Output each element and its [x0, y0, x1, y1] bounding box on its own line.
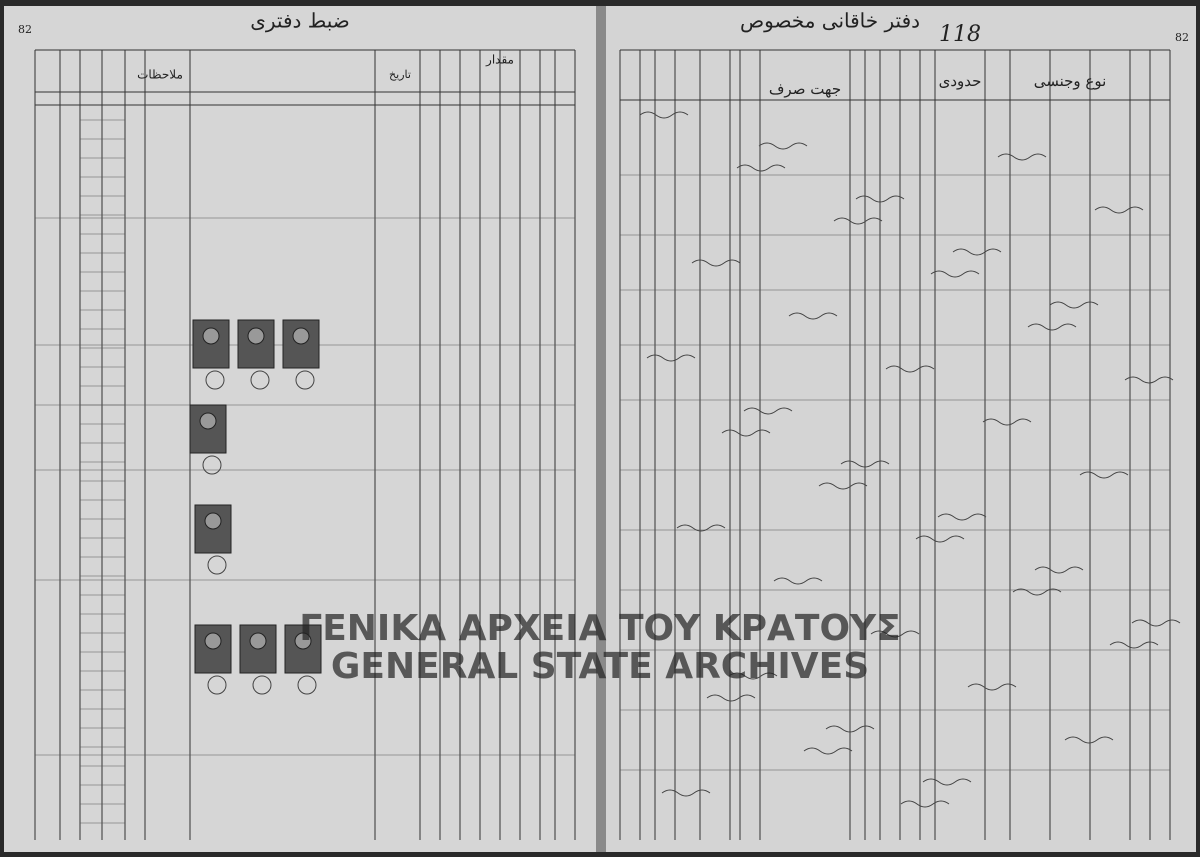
handwriting: [870, 630, 920, 638]
stamp-emblem: [294, 632, 312, 650]
handwriting: [803, 747, 853, 755]
stamp-emblem: [249, 632, 267, 650]
handwriting: [937, 513, 987, 521]
handwriting: [900, 800, 950, 808]
handwriting: [773, 577, 823, 585]
handwriting: [833, 217, 883, 225]
handwriting: [997, 153, 1047, 161]
handwriting: [706, 694, 756, 702]
stamp-emblem: [292, 327, 310, 345]
stamp-emblem: [247, 327, 265, 345]
column-header: مقدار: [485, 53, 514, 67]
handwriting: [721, 429, 771, 437]
handwriting: [952, 248, 1002, 256]
stamp-emblem: [199, 412, 217, 430]
seal: [250, 370, 270, 390]
folio-number: 118: [939, 22, 981, 47]
column-header: نوع وجنسی: [1034, 72, 1107, 90]
handwriting: [676, 524, 726, 532]
handwriting: [661, 789, 711, 797]
handwriting: [1027, 323, 1077, 331]
watermark: ΓΕΝΙΚΑ ΑΡΧΕΙΑ ΤΟΥ ΚΡΑΤΟΥΣ: [299, 608, 900, 649]
handwriting: [1012, 588, 1062, 596]
page-number: 82: [18, 23, 32, 36]
gutter: [596, 6, 606, 852]
stamp-emblem: [204, 632, 222, 650]
handwriting: [818, 482, 868, 490]
handwriting: [825, 725, 875, 733]
seal: [297, 675, 317, 695]
column-header: ملاحظات: [137, 68, 183, 82]
handwriting: [646, 354, 696, 362]
handwriting: [1109, 641, 1159, 649]
seal: [202, 455, 222, 475]
handwriting: [982, 418, 1032, 426]
handwriting: [788, 312, 838, 320]
page-title: دفتر خاقانی مخصوص: [740, 9, 920, 33]
seal: [207, 675, 227, 695]
seal: [207, 555, 227, 575]
watermark: GENERAL STATE ARCHIVES: [331, 646, 869, 687]
handwriting: [915, 535, 965, 543]
handwriting: [639, 111, 689, 119]
handwriting: [743, 407, 793, 415]
handwriting: [736, 164, 786, 172]
seal: [205, 370, 225, 390]
handwriting: [1079, 471, 1129, 479]
page-number: 82: [1175, 31, 1189, 44]
handwriting: [840, 460, 890, 468]
handwriting: [1049, 301, 1099, 309]
left-paper: [4, 6, 598, 852]
handwriting: [967, 683, 1017, 691]
column-header: حدودی: [939, 72, 982, 90]
seal: [295, 370, 315, 390]
handwriting: [691, 259, 741, 267]
handwriting: [1131, 619, 1181, 627]
stamp-emblem: [202, 327, 220, 345]
stamp-emblem: [204, 512, 222, 530]
handwriting: [1094, 206, 1144, 214]
handwriting: [885, 365, 935, 373]
seal: [252, 675, 272, 695]
handwriting: [728, 672, 778, 680]
column-header: جهت صرف: [769, 80, 841, 98]
handwriting: [930, 270, 980, 278]
handwriting: [1034, 566, 1084, 574]
column-header: تاریخ: [389, 68, 411, 81]
handwriting: [758, 142, 808, 150]
handwriting: [855, 195, 905, 203]
page-title: ضبط دفتری: [250, 9, 350, 33]
handwriting: [922, 778, 972, 786]
handwriting: [1064, 736, 1114, 744]
handwriting: [1124, 376, 1174, 384]
revenue-stamps: [189, 319, 322, 695]
